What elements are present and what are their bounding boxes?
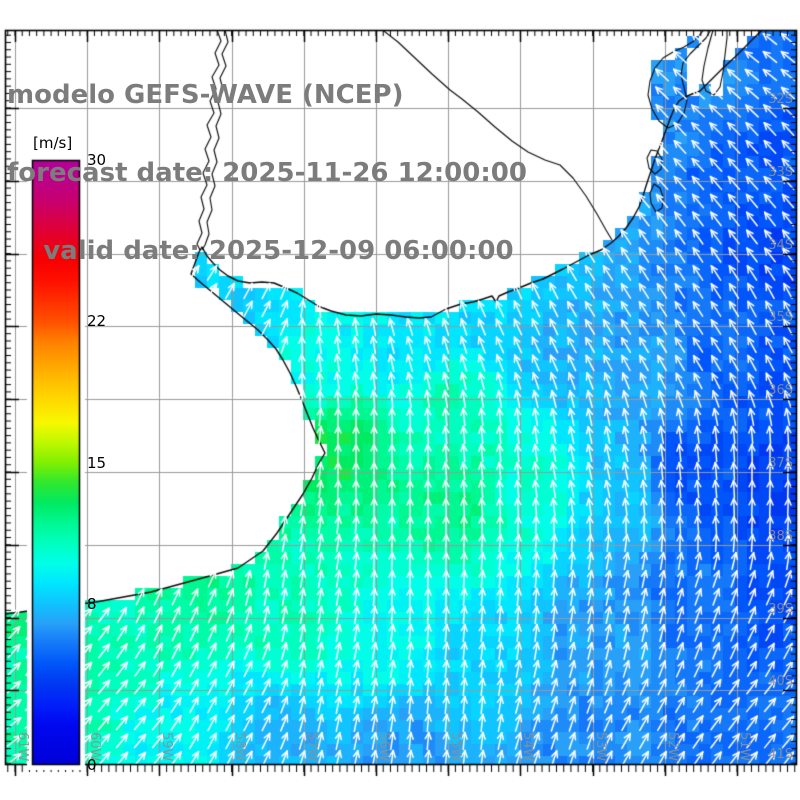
forecast-date-line: forecast date: 2025-11-26 12:00:00 [7,158,527,188]
lon-label-61w: 61W [15,732,30,762]
model-title: modelo GEFS-WAVE (NCEP) [7,80,404,110]
colorbar-tick-30: 30 [87,151,107,169]
lat-label-41s: 41S [768,747,793,763]
lon-label-55w: 55W [448,732,464,762]
lon-label-51w: 51W [737,732,752,762]
lat-label-38s: 38S [768,528,793,544]
title-block: modelo GEFS-WAVE (NCEP) forecast date: 2… [7,30,527,316]
lon-label-57w: 57W [303,732,319,762]
lat-label-39s: 39S [768,601,793,617]
colorbar-tick-22: 22 [87,312,107,331]
lat-label-36s: 36S [768,383,793,399]
lat-label-40s: 40S [768,674,793,690]
lon-label-58w: 58W [231,732,247,762]
lon-label-60w: 60W [87,732,103,762]
colorbar-unit-label: [m/s] [33,134,73,152]
lat-label-33s: 33S [768,164,793,180]
colorbar-tick-0: 0 [87,756,97,774]
lat-label-32s: 32S [768,92,793,107]
lat-label-34s: 34S [768,237,793,253]
colorbar-tick-15: 15 [87,453,107,472]
lon-label-52w: 52W [664,732,680,762]
lon-label-59w: 59W [159,732,175,762]
lon-label-53w: 53W [592,732,608,762]
lat-label-35s: 35S [768,310,793,326]
lat-label-37s: 37S [768,456,793,471]
lon-label-54w: 54W [520,732,536,762]
valid-date-line: valid date: 2025-12-09 06:00:00 [7,236,514,266]
colorbar-tick-8: 8 [87,594,97,613]
lon-label-56w: 56W [376,732,391,762]
